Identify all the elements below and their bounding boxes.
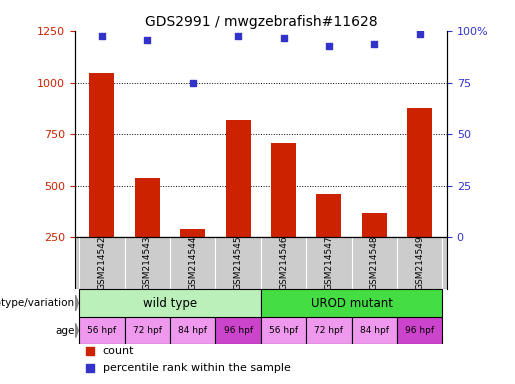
Text: 56 hpf: 56 hpf bbox=[269, 326, 298, 335]
Text: 72 hpf: 72 hpf bbox=[315, 326, 344, 335]
Point bbox=[416, 30, 424, 36]
Text: GSM214549: GSM214549 bbox=[415, 236, 424, 290]
Bar bbox=[215, 318, 261, 344]
Bar bbox=[362, 213, 387, 237]
FancyArrow shape bbox=[76, 295, 78, 311]
Bar bbox=[271, 142, 296, 237]
Bar bbox=[125, 318, 170, 344]
Bar bbox=[180, 229, 205, 237]
Bar bbox=[407, 108, 432, 237]
Point bbox=[234, 33, 242, 39]
Text: 96 hpf: 96 hpf bbox=[224, 326, 253, 335]
Bar bbox=[261, 289, 442, 318]
Text: GSM214543: GSM214543 bbox=[143, 236, 152, 290]
Point bbox=[280, 35, 288, 41]
Bar bbox=[261, 318, 306, 344]
Text: percentile rank within the sample: percentile rank within the sample bbox=[102, 363, 290, 373]
Text: GSM214548: GSM214548 bbox=[370, 236, 379, 290]
Point bbox=[143, 36, 151, 43]
Bar bbox=[170, 318, 215, 344]
Point bbox=[370, 41, 379, 47]
Bar bbox=[397, 318, 442, 344]
Point bbox=[98, 33, 106, 39]
Text: GSM214544: GSM214544 bbox=[188, 236, 197, 290]
Text: genotype/variation: genotype/variation bbox=[0, 298, 75, 308]
Bar bbox=[79, 289, 261, 318]
Bar bbox=[135, 177, 160, 237]
Text: GSM214547: GSM214547 bbox=[324, 236, 333, 290]
Text: GSM214546: GSM214546 bbox=[279, 236, 288, 290]
Point bbox=[325, 43, 333, 49]
FancyArrow shape bbox=[76, 323, 78, 338]
Bar bbox=[90, 73, 114, 237]
Text: GSM214542: GSM214542 bbox=[97, 236, 107, 290]
Bar bbox=[317, 194, 341, 237]
Bar bbox=[352, 318, 397, 344]
Text: 96 hpf: 96 hpf bbox=[405, 326, 434, 335]
Text: 56 hpf: 56 hpf bbox=[88, 326, 116, 335]
Point bbox=[188, 80, 197, 86]
Text: 84 hpf: 84 hpf bbox=[178, 326, 207, 335]
Title: GDS2991 / mwgzebrafish#11628: GDS2991 / mwgzebrafish#11628 bbox=[145, 15, 377, 29]
Text: age: age bbox=[56, 326, 75, 336]
Bar bbox=[79, 318, 125, 344]
Bar bbox=[306, 318, 352, 344]
Bar bbox=[226, 120, 251, 237]
Text: UROD mutant: UROD mutant bbox=[311, 296, 392, 310]
Text: GSM214545: GSM214545 bbox=[234, 236, 243, 290]
Text: count: count bbox=[102, 346, 134, 356]
Text: wild type: wild type bbox=[143, 296, 197, 310]
Text: 84 hpf: 84 hpf bbox=[360, 326, 389, 335]
Text: 72 hpf: 72 hpf bbox=[133, 326, 162, 335]
